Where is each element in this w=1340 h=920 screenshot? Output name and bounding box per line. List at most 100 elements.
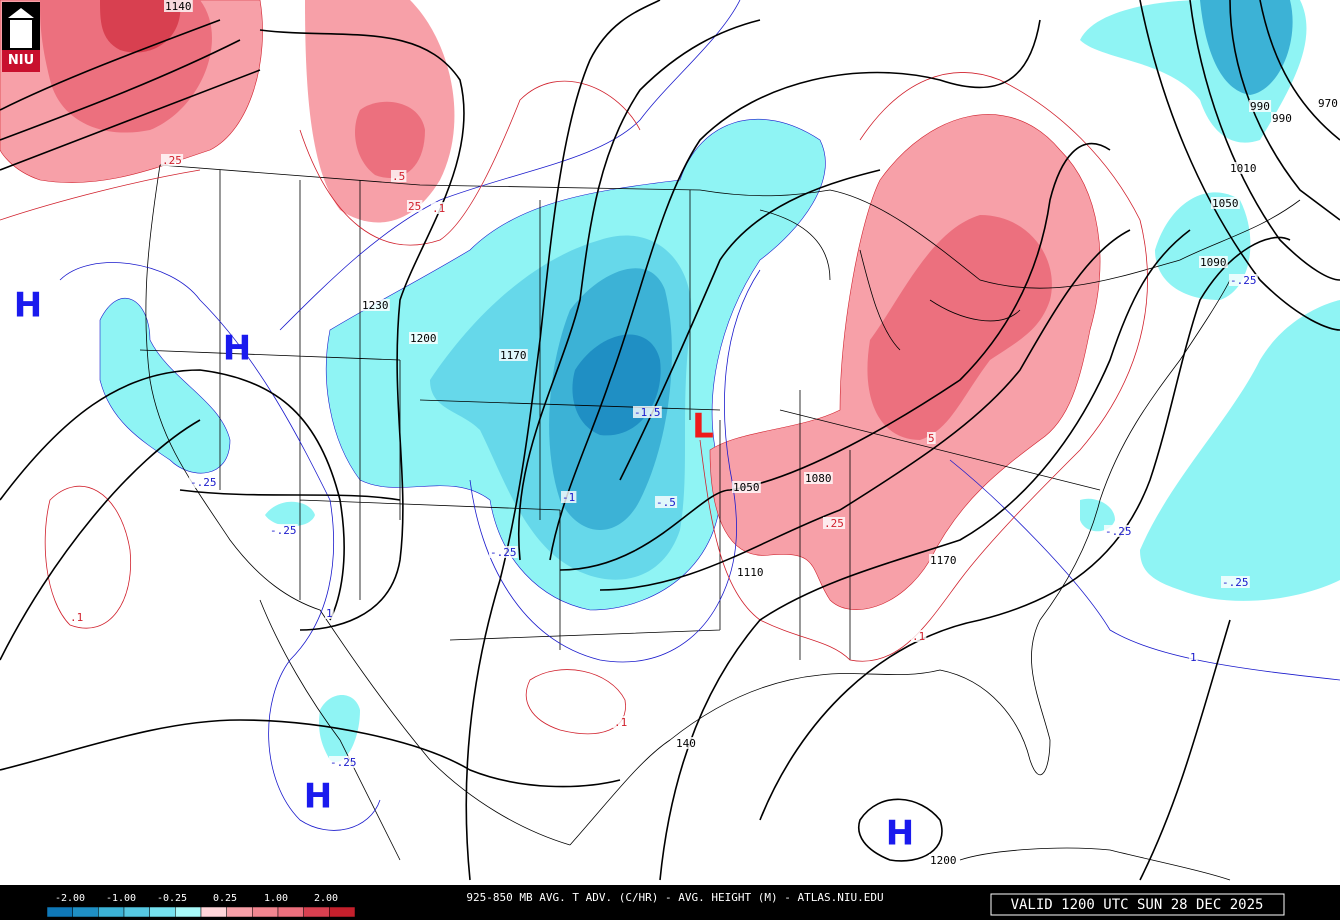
contour-label: -.25 bbox=[1230, 274, 1257, 287]
contour-label: 25 bbox=[408, 200, 421, 213]
contour-label: .1 bbox=[70, 611, 83, 624]
contour-label: -.25 bbox=[1105, 525, 1132, 538]
contour-label: .1 bbox=[614, 716, 627, 729]
contour-label-bg bbox=[823, 517, 846, 529]
contour-label-bg bbox=[1317, 97, 1340, 109]
contour-label-bg bbox=[1199, 256, 1228, 268]
legend-label: -0.25 bbox=[157, 893, 187, 904]
contour-label: -.25 bbox=[1222, 576, 1249, 589]
legend-swatch bbox=[200, 906, 227, 918]
contour-label-bg bbox=[1211, 197, 1240, 209]
contour-label-bg bbox=[489, 546, 518, 558]
legend-swatch bbox=[175, 906, 202, 918]
contour-label: -1.5 bbox=[634, 406, 661, 419]
valid-box bbox=[990, 893, 1285, 916]
logo-text: NIU bbox=[8, 53, 34, 68]
contour-label: 1010 bbox=[1230, 162, 1257, 175]
contour-label: 1170 bbox=[930, 554, 957, 567]
contour-label: -.25 bbox=[330, 756, 357, 769]
contour-label-bg bbox=[189, 476, 218, 488]
legend-swatch bbox=[46, 906, 73, 918]
legend-swatch bbox=[329, 906, 356, 918]
warm-advection bbox=[0, 0, 1101, 610]
legend-label: 1.00 bbox=[264, 893, 288, 904]
contour-label-bg bbox=[929, 854, 958, 866]
contour-label: 1050 bbox=[733, 481, 760, 494]
contour-label-bg bbox=[325, 607, 334, 619]
contour-label-bg bbox=[1229, 274, 1258, 286]
map-title: 925-850 MB AVG. T ADV. (C/HR) - AVG. HEI… bbox=[466, 891, 883, 904]
contour-label: 1200 bbox=[930, 854, 957, 867]
contour-label-bg bbox=[164, 0, 193, 12]
contour-label-bg bbox=[409, 332, 438, 344]
contour-label-bg bbox=[675, 737, 698, 749]
contour-label: 1 bbox=[326, 607, 333, 620]
contour-label-bg bbox=[361, 299, 390, 311]
contour-label: 1050 bbox=[1212, 197, 1239, 210]
contour-label-bg bbox=[927, 432, 936, 444]
pressure-center: L bbox=[692, 407, 714, 447]
contour-label: -.25 bbox=[270, 524, 297, 537]
contour-label-bg bbox=[633, 406, 662, 418]
contour-label-bg bbox=[561, 491, 577, 503]
contour-label-bg bbox=[329, 756, 358, 768]
legend-swatch bbox=[149, 906, 176, 918]
contour-label: -1 bbox=[562, 491, 575, 504]
contour-label-bg bbox=[1189, 651, 1198, 663]
contour-label: 1200 bbox=[410, 332, 437, 345]
contour-label: 5 bbox=[928, 432, 935, 445]
contour-label: -.5 bbox=[656, 496, 676, 509]
contour-label-bg bbox=[1229, 162, 1258, 174]
legend-swatch bbox=[226, 906, 253, 918]
contour-label-bg bbox=[911, 630, 927, 642]
cold-advection bbox=[99, 0, 1340, 762]
pressure-center: H bbox=[886, 814, 914, 854]
contour-label-bg bbox=[1221, 576, 1250, 588]
contour-label-bg bbox=[407, 200, 423, 212]
contour-label-bg bbox=[431, 202, 447, 214]
legend-label: -1.00 bbox=[106, 893, 136, 904]
contour-label-bg bbox=[732, 481, 761, 493]
contour-label-bg bbox=[1271, 112, 1294, 124]
contour-label-bg bbox=[929, 554, 958, 566]
contour-label: 1080 bbox=[805, 472, 832, 485]
niu-logo: NIU bbox=[2, 2, 40, 72]
contour-label: -.25 bbox=[490, 546, 517, 559]
legend-label: -2.00 bbox=[55, 893, 85, 904]
contour-label: 1 bbox=[1190, 651, 1197, 664]
contour-label: -.25 bbox=[190, 476, 217, 489]
valid-time: VALID 1200 UTC SUN 28 DEC 2025 bbox=[1011, 897, 1264, 913]
height-contours bbox=[0, 0, 1340, 881]
contour-label-bg bbox=[1104, 525, 1133, 537]
legend-swatch bbox=[123, 906, 150, 918]
legend-label: 2.00 bbox=[314, 893, 338, 904]
contour-label-bg bbox=[804, 472, 833, 484]
legend-swatch bbox=[277, 906, 304, 918]
contour-label: 990 bbox=[1272, 112, 1292, 125]
contour-label: .1 bbox=[912, 630, 925, 643]
contour-label-bg bbox=[613, 716, 629, 728]
contour-label: 1110 bbox=[737, 566, 764, 579]
pressure-center: H bbox=[14, 286, 42, 326]
legend-swatch bbox=[252, 906, 279, 918]
contour-label: .25 bbox=[162, 154, 182, 167]
contour-label: 970 bbox=[1318, 97, 1338, 110]
geography bbox=[139, 164, 1301, 881]
legend-swatch bbox=[72, 906, 99, 918]
contour-label-bg bbox=[69, 611, 85, 623]
contour-label: 1140 bbox=[165, 0, 192, 13]
contour-label: .1 bbox=[432, 202, 445, 215]
contour-label-bg bbox=[499, 349, 528, 361]
pressure-center: H bbox=[223, 329, 251, 369]
contour-label: 1090 bbox=[1200, 256, 1227, 269]
legend-label: 0.25 bbox=[213, 893, 237, 904]
legend-swatch bbox=[303, 906, 330, 918]
contour-label: 1230 bbox=[362, 299, 389, 312]
contour-label: .25 bbox=[824, 517, 844, 530]
contour-label-bg bbox=[655, 496, 678, 508]
contour-label-bg bbox=[736, 566, 765, 578]
contour-label-bg bbox=[391, 170, 407, 182]
contour-label-bg bbox=[161, 154, 184, 166]
